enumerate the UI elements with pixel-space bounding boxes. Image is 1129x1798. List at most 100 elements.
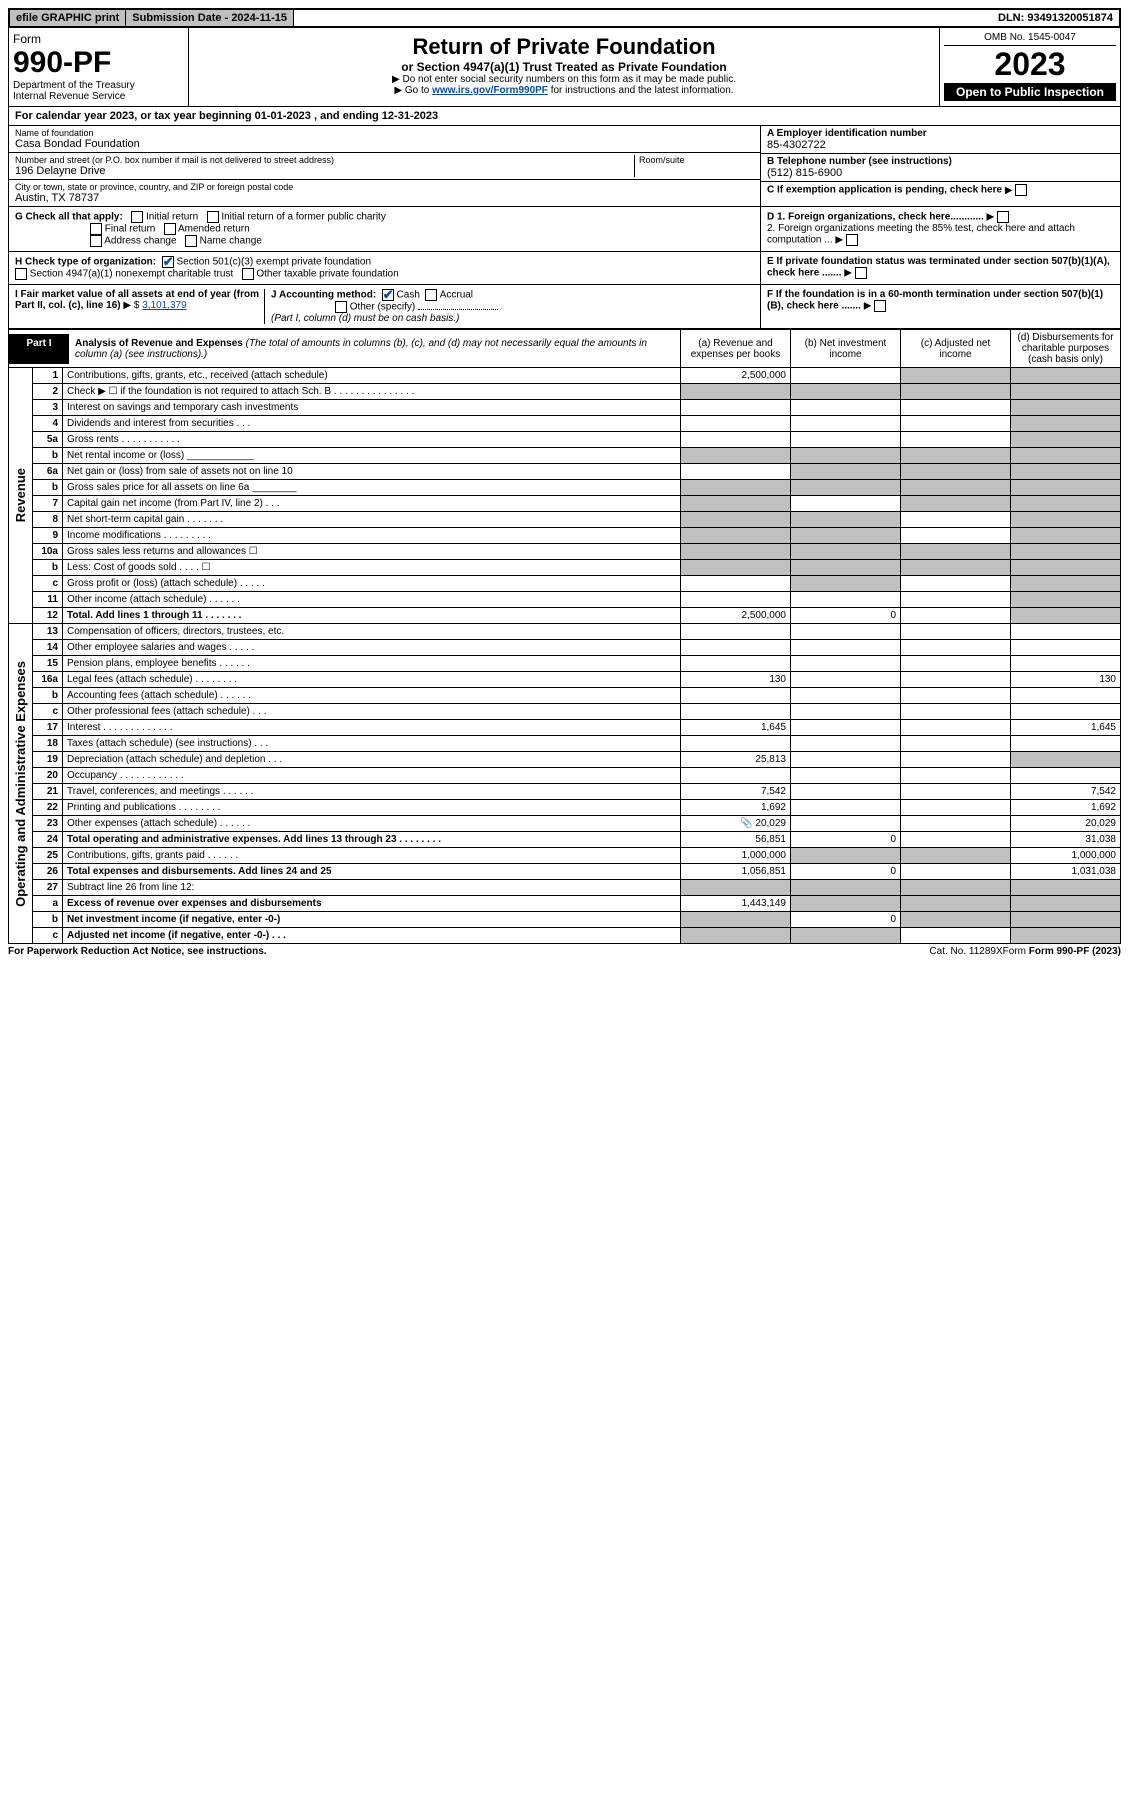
line-number: 17 (33, 720, 63, 736)
ein-cell: A Employer identification number 85-4302… (761, 126, 1120, 154)
cat-no: Cat. No. 11289X (929, 946, 1002, 957)
calendar-year-line: For calendar year 2023, or tax year begi… (8, 107, 1121, 126)
amount-cell (1011, 592, 1121, 608)
amount-cell (681, 464, 791, 480)
amount-cell (791, 400, 901, 416)
line-number: 13 (33, 624, 63, 640)
part1-title-cell: Analysis of Revenue and Expenses (The to… (69, 334, 680, 364)
line-number: 9 (33, 528, 63, 544)
d1-checkbox[interactable] (997, 211, 1009, 223)
amount-cell (1011, 560, 1121, 576)
table-row: cOther professional fees (attach schedul… (9, 704, 1121, 720)
line-description: Gross sales less returns and allowances … (63, 544, 681, 560)
table-row: bLess: Cost of goods sold . . . . ☐ (9, 560, 1121, 576)
h-501c3-checkbox[interactable] (162, 256, 174, 268)
ij-left: I Fair market value of all assets at end… (9, 285, 760, 328)
f-checkbox[interactable] (874, 300, 886, 312)
line-description: Total operating and administrative expen… (63, 832, 681, 848)
amount-cell (791, 688, 901, 704)
line-number: b (33, 912, 63, 928)
amount-cell (681, 704, 791, 720)
table-row: bAccounting fees (attach schedule) . . .… (9, 688, 1121, 704)
table-row: 8Net short-term capital gain . . . . . .… (9, 512, 1121, 528)
efile-print-button[interactable]: efile GRAPHIC print (10, 10, 126, 26)
line-number: 22 (33, 800, 63, 816)
form-header: Form 990-PF Department of the Treasury I… (8, 28, 1121, 107)
g-final-return-checkbox[interactable] (90, 223, 102, 235)
arrow-icon: ▶ (1005, 185, 1013, 196)
part1-tag: Part I (9, 334, 69, 364)
amount-cell (1011, 768, 1121, 784)
g-name-change-checkbox[interactable] (185, 235, 197, 247)
amount-cell (901, 576, 1011, 592)
amount-cell (791, 544, 901, 560)
table-row: bGross sales price for all assets on lin… (9, 480, 1121, 496)
amount-cell (901, 464, 1011, 480)
line-description: Printing and publications . . . . . . . … (63, 800, 681, 816)
amount-cell (681, 400, 791, 416)
amount-cell (681, 640, 791, 656)
j-accrual-checkbox[interactable] (425, 289, 437, 301)
line-description: Net gain or (loss) from sale of assets n… (63, 464, 681, 480)
amount-cell (901, 656, 1011, 672)
amount-cell: 1,692 (681, 800, 791, 816)
g-initial-return-checkbox[interactable] (131, 211, 143, 223)
amount-cell (681, 592, 791, 608)
h-4947-checkbox[interactable] (15, 268, 27, 280)
amount-cell (1011, 368, 1121, 384)
line-number: 1 (33, 368, 63, 384)
table-row: 26Total expenses and disbursements. Add … (9, 864, 1121, 880)
e-checkbox[interactable] (855, 267, 867, 279)
j-other-checkbox[interactable] (335, 301, 347, 313)
h-other-checkbox[interactable] (242, 268, 254, 280)
line-number: 24 (33, 832, 63, 848)
amount-cell (791, 368, 901, 384)
g-address-change-checkbox[interactable] (90, 235, 102, 247)
g-opt-5: Name change (200, 236, 262, 247)
amount-cell: 130 (681, 672, 791, 688)
table-row: 27Subtract line 26 from line 12: (9, 880, 1121, 896)
amount-cell (1011, 480, 1121, 496)
amount-cell: 0 (791, 832, 901, 848)
city-state-zip: Austin, TX 78737 (15, 192, 754, 204)
amount-cell (1011, 576, 1121, 592)
amount-cell (1011, 448, 1121, 464)
i-fmv-value[interactable]: 3,101,379 (142, 300, 187, 311)
line-number: 4 (33, 416, 63, 432)
line-description: Pension plans, employee benefits . . . .… (63, 656, 681, 672)
c-checkbox[interactable] (1015, 184, 1027, 196)
line-description: Total expenses and disbursements. Add li… (63, 864, 681, 880)
table-row: 20Occupancy . . . . . . . . . . . . (9, 768, 1121, 784)
amount-cell (791, 592, 901, 608)
j-cash-checkbox[interactable] (382, 289, 394, 301)
g-amended-checkbox[interactable] (164, 223, 176, 235)
amount-cell (1011, 416, 1121, 432)
form-word: Form (13, 32, 184, 46)
amount-cell (1011, 528, 1121, 544)
amount-cell (901, 736, 1011, 752)
line-description: Net rental income or (loss) ____________ (63, 448, 681, 464)
i-label: I Fair market value of all assets at end… (15, 289, 259, 311)
line-description: Gross sales price for all assets on line… (63, 480, 681, 496)
line-description: Gross rents . . . . . . . . . . . (63, 432, 681, 448)
identity-left: Name of foundation Casa Bondad Foundatio… (9, 126, 760, 206)
amount-cell (1011, 384, 1121, 400)
amount-cell (791, 800, 901, 816)
form990pf-link[interactable]: www.irs.gov/Form990PF (432, 85, 548, 96)
line-description: Adjusted net income (if negative, enter … (63, 928, 681, 944)
line-number: 18 (33, 736, 63, 752)
table-row: 22Printing and publications . . . . . . … (9, 800, 1121, 816)
g-initial-former-checkbox[interactable] (207, 211, 219, 223)
d2-checkbox[interactable] (846, 234, 858, 246)
amount-cell (791, 704, 901, 720)
table-row: 18Taxes (attach schedule) (see instructi… (9, 736, 1121, 752)
e-label: E If private foundation status was termi… (767, 256, 1110, 279)
form-subtitle: or Section 4947(a)(1) Trust Treated as P… (195, 60, 933, 74)
table-row: 3Interest on savings and temporary cash … (9, 400, 1121, 416)
amount-cell: 1,645 (681, 720, 791, 736)
line-description: Contributions, gifts, grants, etc., rece… (63, 368, 681, 384)
line-number: b (33, 480, 63, 496)
amount-cell (791, 784, 901, 800)
table-row: 25Contributions, gifts, grants paid . . … (9, 848, 1121, 864)
amount-cell: 25,813 (681, 752, 791, 768)
